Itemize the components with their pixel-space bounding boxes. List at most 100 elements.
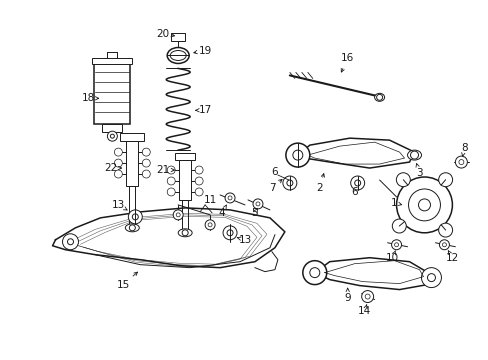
Circle shape bbox=[132, 214, 138, 220]
Circle shape bbox=[182, 230, 188, 236]
Ellipse shape bbox=[374, 93, 384, 101]
Circle shape bbox=[350, 176, 364, 190]
Bar bbox=[126, 141, 138, 186]
Circle shape bbox=[114, 170, 122, 178]
Circle shape bbox=[421, 268, 441, 288]
Circle shape bbox=[62, 234, 78, 250]
Circle shape bbox=[439, 240, 448, 250]
Circle shape bbox=[255, 202, 260, 206]
Ellipse shape bbox=[167, 48, 189, 63]
Polygon shape bbox=[52, 208, 285, 268]
Bar bbox=[175, 153, 195, 160]
Bar bbox=[102, 124, 122, 132]
Circle shape bbox=[204, 220, 215, 230]
Circle shape bbox=[396, 173, 409, 187]
Circle shape bbox=[391, 240, 401, 250]
Text: 13: 13 bbox=[111, 200, 125, 210]
Text: 12: 12 bbox=[445, 253, 458, 263]
Text: 7: 7 bbox=[268, 183, 275, 193]
Circle shape bbox=[394, 243, 398, 247]
Text: 21: 21 bbox=[156, 165, 169, 175]
Circle shape bbox=[195, 188, 203, 196]
Circle shape bbox=[167, 188, 175, 196]
Circle shape bbox=[286, 180, 292, 186]
Circle shape bbox=[361, 291, 373, 302]
Circle shape bbox=[302, 261, 326, 285]
Circle shape bbox=[195, 177, 203, 185]
Circle shape bbox=[438, 223, 452, 237]
Polygon shape bbox=[314, 258, 430, 289]
Text: 22: 22 bbox=[103, 163, 117, 173]
Text: 13: 13 bbox=[238, 235, 251, 245]
Circle shape bbox=[442, 243, 446, 247]
Text: 19: 19 bbox=[198, 45, 211, 55]
Ellipse shape bbox=[178, 229, 192, 237]
Circle shape bbox=[128, 210, 142, 224]
Bar bbox=[171, 32, 185, 41]
Text: 6: 6 bbox=[271, 167, 278, 177]
Circle shape bbox=[142, 159, 150, 167]
Circle shape bbox=[438, 173, 452, 187]
Ellipse shape bbox=[125, 224, 139, 232]
Text: 18: 18 bbox=[81, 93, 95, 103]
Text: 10: 10 bbox=[385, 253, 398, 263]
Text: 14: 14 bbox=[357, 306, 370, 316]
Circle shape bbox=[292, 150, 302, 160]
Circle shape bbox=[129, 225, 135, 231]
Circle shape bbox=[252, 199, 263, 209]
Circle shape bbox=[285, 143, 309, 167]
Circle shape bbox=[458, 159, 463, 165]
Circle shape bbox=[226, 230, 233, 236]
Text: 11: 11 bbox=[203, 195, 216, 205]
Circle shape bbox=[365, 294, 369, 299]
Bar bbox=[179, 160, 191, 200]
Text: 16: 16 bbox=[341, 54, 354, 63]
Circle shape bbox=[114, 159, 122, 167]
Bar bbox=[92, 58, 132, 64]
Text: 20: 20 bbox=[156, 28, 169, 39]
Circle shape bbox=[142, 170, 150, 178]
Text: 4: 4 bbox=[218, 208, 225, 218]
Bar bbox=[94, 62, 130, 124]
Circle shape bbox=[376, 94, 382, 100]
Text: 3: 3 bbox=[415, 168, 422, 178]
Circle shape bbox=[396, 177, 451, 233]
Text: 15: 15 bbox=[117, 280, 130, 289]
Circle shape bbox=[67, 239, 73, 245]
Circle shape bbox=[114, 148, 122, 156]
Circle shape bbox=[208, 223, 212, 227]
Ellipse shape bbox=[170, 50, 186, 60]
Circle shape bbox=[142, 148, 150, 156]
Text: 2: 2 bbox=[316, 183, 323, 193]
Circle shape bbox=[110, 134, 114, 138]
Text: 1: 1 bbox=[390, 198, 397, 208]
Circle shape bbox=[427, 274, 435, 282]
Circle shape bbox=[223, 226, 237, 240]
Circle shape bbox=[410, 151, 418, 159]
Text: 5: 5 bbox=[251, 208, 258, 218]
Polygon shape bbox=[297, 138, 414, 168]
Circle shape bbox=[354, 180, 360, 186]
Circle shape bbox=[418, 199, 429, 211]
Circle shape bbox=[107, 131, 117, 141]
Ellipse shape bbox=[407, 150, 421, 160]
Text: 17: 17 bbox=[198, 105, 211, 115]
Circle shape bbox=[167, 177, 175, 185]
Circle shape bbox=[195, 166, 203, 174]
Bar bbox=[129, 186, 135, 224]
Circle shape bbox=[391, 219, 406, 233]
Circle shape bbox=[176, 213, 180, 217]
Circle shape bbox=[407, 189, 440, 221]
Bar bbox=[120, 133, 144, 141]
Circle shape bbox=[454, 156, 467, 168]
Text: 6: 6 bbox=[351, 187, 357, 197]
Circle shape bbox=[283, 176, 296, 190]
Circle shape bbox=[227, 196, 232, 200]
Text: 8: 8 bbox=[460, 143, 467, 153]
Circle shape bbox=[309, 268, 319, 278]
Text: 9: 9 bbox=[344, 293, 350, 302]
Circle shape bbox=[167, 166, 175, 174]
Circle shape bbox=[173, 210, 183, 220]
Bar bbox=[182, 200, 188, 230]
Circle shape bbox=[224, 193, 235, 203]
